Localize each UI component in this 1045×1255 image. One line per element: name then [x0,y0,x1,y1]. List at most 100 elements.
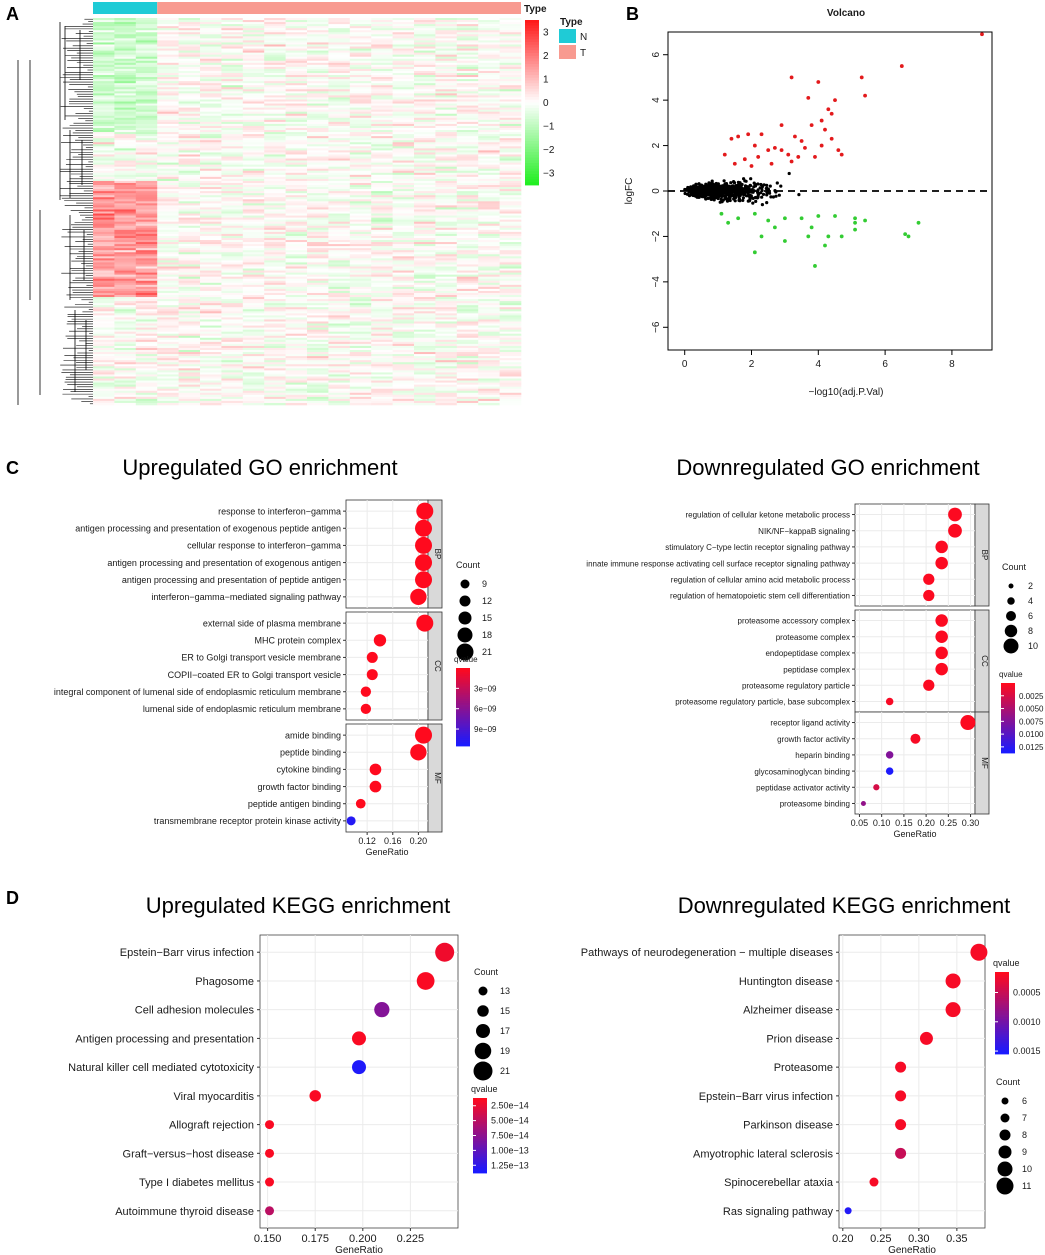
heatmap-cell [456,191,479,194]
heatmap-cell [200,85,222,88]
heatmap-cell [414,297,436,300]
heatmap-cell [93,150,115,153]
heatmap-cell [114,368,137,371]
heatmap-cell [264,244,286,247]
heatmap-cell [307,52,329,55]
heatmap-cell [328,20,351,23]
heatmap-cell [114,189,137,192]
heatmap-cell [414,394,436,398]
heatmap-cell [114,286,137,290]
heatmap-cell [414,244,436,247]
heatmap-cell [200,260,222,263]
heatmap-cell [264,343,286,347]
color-legend-segment [456,699,470,702]
heatmap-cell [392,111,415,115]
heatmap-cell [349,237,372,241]
heatmap-cell [307,284,329,288]
heatmap-cell [264,282,286,286]
heatmap-cell [221,91,244,94]
heatmap-cell [414,142,436,145]
heatmap-cell [414,144,436,147]
heatmap-cell [349,356,372,359]
heatmap-cell [349,276,372,280]
heatmap-cell [178,18,201,21]
heatmap-cell [478,392,500,396]
heatmap-cell [392,217,415,220]
heatmap-cell [242,26,265,29]
heatmap-cell [285,107,308,110]
heatmap-cell [456,97,479,100]
heatmap-cell [285,282,308,286]
heatmap-cell [157,111,179,115]
heatmap-cell [135,42,158,45]
heatmap-cell [264,313,286,316]
heatmap-cell [285,38,308,41]
heatmap-cell [200,30,222,33]
heatmap-cell [157,158,179,161]
heatmap-cell [242,307,265,310]
heatmap-cell [200,95,222,98]
volcano-point-ns [714,194,718,198]
volcano-point-ns [732,195,737,199]
heatmap-cell [435,162,458,165]
heatmap-cell [264,262,286,265]
volcano-point-ns [743,186,747,190]
heatmap-cell [456,311,479,314]
heatmap-cell [349,103,372,106]
heatmap-cell [307,81,329,84]
heatmap-cell [285,215,308,218]
heatmap-cell [478,115,500,119]
heatmap-cell [307,119,329,123]
heatmap-cell [349,392,372,396]
heatmap-cell [435,178,458,182]
heatmap-cell [456,244,479,247]
heatmap-cell [307,358,329,361]
heatmap-cell [456,392,479,396]
volcano-point-ns [688,190,692,194]
heatmap-cell [178,64,201,68]
heatmap-cell [414,50,436,53]
heatmap-cell [349,225,372,229]
heatmap-cell [456,146,479,149]
heatmap-cell [264,89,286,92]
heatmap-cell [328,111,351,115]
heatmap-cell [178,105,201,108]
heatmap-cell [328,354,351,357]
heatmap-cell [307,256,329,259]
heatmap-cell [114,362,137,365]
heatmap-cell [414,303,436,306]
heatmap-cell [328,229,351,233]
heatmap-cell [93,68,115,72]
heatmap-cell [414,40,436,43]
heatmap-cell [456,286,479,290]
heatmap-cell [414,358,436,361]
heatmap-cell [435,394,458,398]
heatmap-cell [414,256,436,259]
heatmap-cell [499,142,522,145]
heatmap-cell [371,178,393,182]
heatmap-cell [307,313,329,316]
heatmap-cell [307,327,329,330]
heatmap-cell [200,138,222,141]
heatmap-cell [478,400,500,404]
heatmap-cell [221,103,244,106]
heatmap-cell [178,215,201,218]
heatmap-cell [456,374,479,377]
heatmap-cell [242,152,265,155]
heatmap-cell [349,146,372,149]
heatmap-cell [178,178,201,182]
heatmap-cell [392,288,415,292]
heatmap-cell [135,99,158,102]
heatmap-cell [456,187,479,190]
heatmap-cell [392,123,415,127]
heatmap-cell [221,266,244,269]
heatmap-cell [478,95,500,98]
heatmap-cell [499,197,522,200]
heatmap-cell [93,309,115,312]
heatmap-cell [307,303,329,306]
heatmap-cell [307,199,329,202]
heatmap-cell [371,280,393,284]
heatmap-cell [157,270,179,273]
heatmap-cell [221,85,244,88]
heatmap-cell [221,195,244,198]
